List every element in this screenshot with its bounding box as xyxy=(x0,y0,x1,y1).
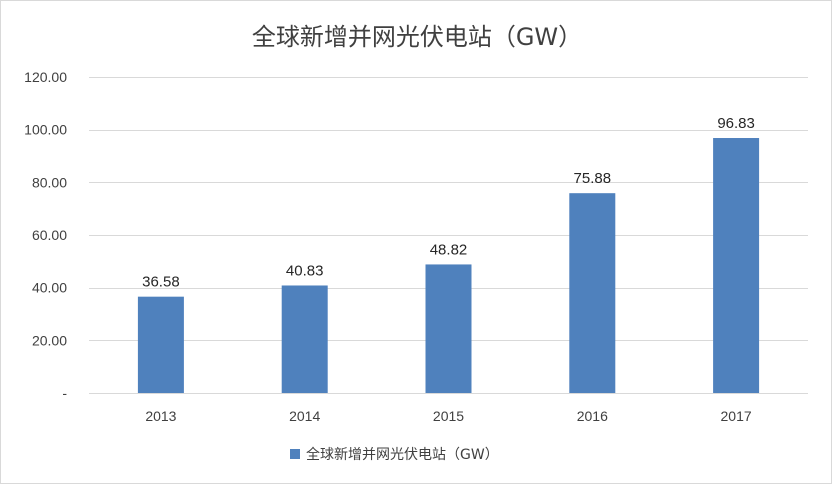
x-tick-label-2013: 2013 xyxy=(145,408,176,424)
bar-2016 xyxy=(569,193,616,393)
data-labels: 36.58 40.83 48.82 75.88 96.83 xyxy=(142,115,755,291)
x-tick-label-2014: 2014 xyxy=(289,408,320,424)
x-tick-label-2017: 2017 xyxy=(721,408,752,424)
bars xyxy=(137,138,760,393)
bar-2015 xyxy=(425,264,472,393)
y-tick-label-0: - xyxy=(62,385,67,401)
y-tick-label-120: 120.00 xyxy=(24,69,67,85)
y-tick-label-80: 80.00 xyxy=(32,174,67,190)
y-tick-label-60: 60.00 xyxy=(32,227,67,243)
y-tick-label-100: 100.00 xyxy=(24,122,67,138)
bar-2013 xyxy=(137,296,184,393)
legend-label: 全球新增并网光伏电站（GW） xyxy=(306,446,499,463)
y-tick-label-40: 40.00 xyxy=(32,280,67,296)
chart-title: 全球新增并网光伏电站（GW） xyxy=(252,23,582,51)
x-axis-ticks: 2013 2014 2015 2016 2017 xyxy=(145,408,752,424)
x-tick-label-2016: 2016 xyxy=(577,408,608,424)
data-label-2016: 75.88 xyxy=(574,170,612,187)
y-axis-ticks: - 20.00 40.00 60.00 80.00 100.00 120.00 xyxy=(24,69,67,401)
data-label-2013: 36.58 xyxy=(142,274,180,291)
data-label-2017: 96.83 xyxy=(717,115,755,132)
bar-2017 xyxy=(713,138,760,393)
bar-2014 xyxy=(281,285,328,393)
legend-swatch xyxy=(290,449,300,459)
data-label-2014: 40.83 xyxy=(286,262,324,279)
y-tick-label-20: 20.00 xyxy=(32,332,67,348)
x-tick-label-2015: 2015 xyxy=(433,408,464,424)
legend: 全球新增并网光伏电站（GW） xyxy=(290,446,499,463)
data-label-2015: 48.82 xyxy=(430,241,468,258)
